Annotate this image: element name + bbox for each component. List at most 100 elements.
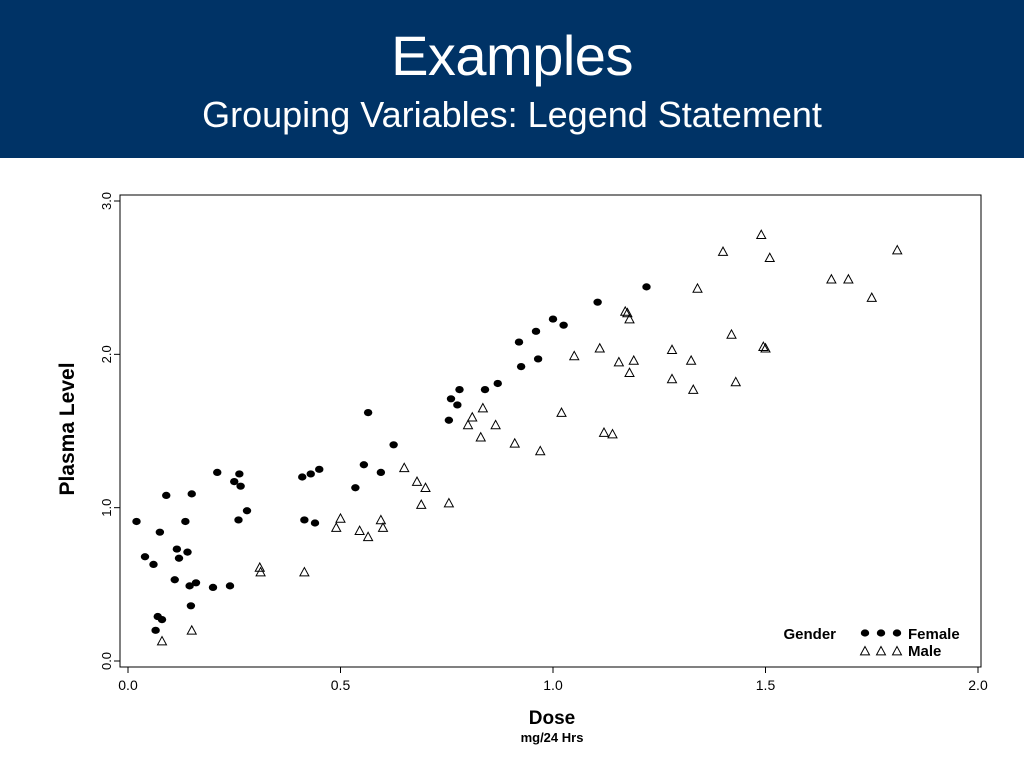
data-points <box>132 229 903 646</box>
title-banner: Examples Grouping Variables: Legend Stat… <box>0 0 1024 158</box>
male-point <box>692 282 703 293</box>
male-point <box>477 402 489 413</box>
scatter-chart: 0.0 0.5 1.0 1.5 2.0 0.0 1.0 2.0 3.0 Dose mg/24 … <box>56 192 988 745</box>
male-point <box>420 482 431 493</box>
legend-male-label: Male <box>908 643 941 660</box>
male-point <box>375 514 387 525</box>
female-point <box>230 478 239 486</box>
female-point <box>162 491 171 499</box>
male-point <box>362 531 374 542</box>
legend-female-marker <box>892 629 902 637</box>
female-point <box>234 516 243 524</box>
female-point <box>298 473 307 481</box>
female-point <box>191 579 201 587</box>
male-point <box>254 561 266 572</box>
male-point <box>598 426 610 437</box>
legend-male-marker <box>891 645 903 656</box>
female-point <box>185 582 194 590</box>
male-point <box>186 624 198 635</box>
female-point <box>310 519 320 527</box>
legend-male-marker <box>875 645 887 656</box>
x-tick-label: 1.5 <box>756 677 776 693</box>
female-point <box>514 338 524 346</box>
male-point <box>726 328 737 339</box>
female-point <box>174 554 184 562</box>
male-point <box>624 367 635 378</box>
female-point <box>151 626 160 634</box>
male-point <box>891 244 903 255</box>
x-axis-title: Dose <box>529 708 575 729</box>
female-point <box>363 409 373 417</box>
x-axis-subtitle: mg/24 Hrs <box>521 730 584 745</box>
female-point <box>187 490 196 498</box>
male-point <box>556 407 567 417</box>
male-point <box>685 354 697 365</box>
male-point <box>755 229 767 240</box>
male-point <box>687 384 699 394</box>
male-point <box>156 635 168 646</box>
female-point <box>315 465 324 473</box>
y-tick-label: 0.0 <box>99 652 114 670</box>
legend-female-label: Female <box>908 626 960 643</box>
male-point <box>628 354 640 365</box>
female-point <box>531 327 541 335</box>
male-point <box>462 419 474 430</box>
slide-subtitle: Grouping Variables: Legend Statement <box>202 94 822 135</box>
male-point <box>466 411 478 422</box>
female-point <box>559 321 568 329</box>
female-point <box>548 315 558 323</box>
legend-female-marker <box>876 629 886 637</box>
male-point <box>730 376 742 387</box>
male-point <box>624 313 635 324</box>
male-point <box>843 273 854 284</box>
male-point <box>411 476 423 486</box>
legend-male-marker <box>859 645 871 656</box>
male-point <box>255 566 266 577</box>
female-point <box>446 395 456 403</box>
male-point <box>622 307 633 318</box>
female-point <box>225 582 235 590</box>
male-point <box>594 342 606 353</box>
female-point <box>236 482 245 490</box>
male-point <box>377 522 389 532</box>
female-point <box>172 545 182 553</box>
legend-female-swatch <box>860 629 902 637</box>
female-point <box>242 507 252 515</box>
female-point <box>235 470 244 478</box>
male-point <box>443 497 455 508</box>
legend-title: Gender <box>783 626 836 643</box>
male-point <box>866 292 878 302</box>
male-point <box>335 512 346 523</box>
female-point <box>170 576 179 584</box>
male-point <box>760 342 771 353</box>
female-point <box>444 416 454 424</box>
female-point <box>213 468 222 476</box>
female-point <box>155 528 165 536</box>
female-point <box>140 553 150 561</box>
x-tick-label: 0.0 <box>118 677 138 693</box>
female-point <box>376 468 386 476</box>
female-point <box>480 386 490 394</box>
female-point <box>208 583 218 591</box>
female-point <box>351 484 360 492</box>
male-point <box>666 373 678 384</box>
female-point <box>533 355 543 363</box>
female-point <box>453 401 462 409</box>
legend-female-marker <box>860 629 870 637</box>
female-point <box>183 548 192 556</box>
y-axis-title: Plasma Level <box>56 362 79 495</box>
female-point <box>493 379 502 388</box>
plot-frame <box>119 194 982 668</box>
male-point <box>415 499 427 509</box>
female-point <box>149 560 158 568</box>
male-point <box>509 437 521 448</box>
x-tick-label: 0.5 <box>331 677 351 693</box>
male-point <box>568 350 580 361</box>
female-point <box>300 516 309 524</box>
y-axis: 0.0 1.0 2.0 3.0 <box>99 192 120 670</box>
female-point <box>306 470 315 478</box>
female-point <box>181 517 190 526</box>
legend-male-swatch <box>859 645 903 656</box>
female-point <box>593 298 602 306</box>
male-point <box>490 419 501 430</box>
